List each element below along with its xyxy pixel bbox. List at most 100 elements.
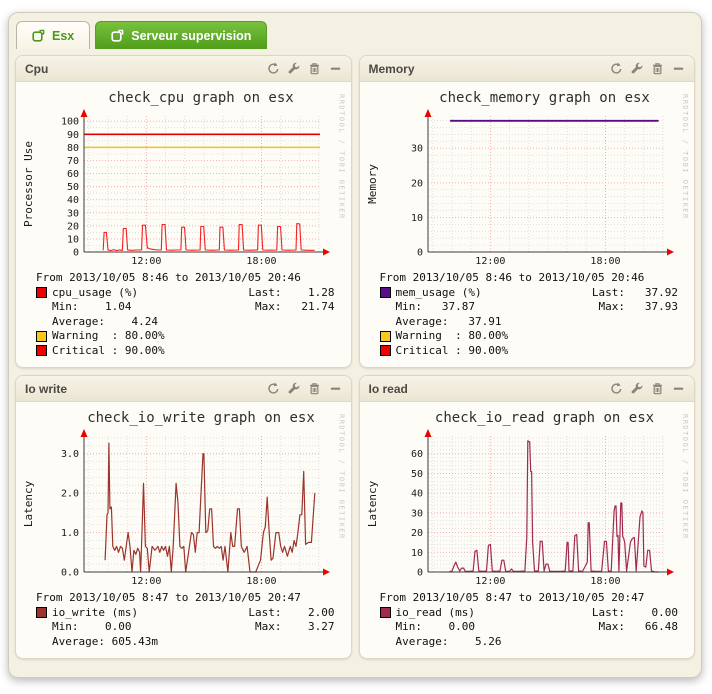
wrench-icon[interactable] (630, 382, 643, 395)
legend-row: Average: 605.43m (36, 635, 335, 650)
refresh-icon[interactable] (266, 382, 279, 395)
svg-text:20: 20 (410, 528, 422, 539)
tick-labels: 0 10 20 30 40 50 60 12:00 18:00 Latency (366, 449, 621, 587)
axes (80, 429, 330, 576)
svg-text:12:00: 12:00 (131, 576, 161, 587)
trash-icon[interactable] (308, 62, 321, 75)
graph-title: check_io_read graph on esx (434, 410, 655, 426)
rrdtool-watermark: RRDTOOL / TOBI OETIKER (337, 414, 346, 540)
svg-text:20: 20 (410, 178, 422, 189)
svg-text:90: 90 (67, 130, 79, 141)
legend-row: Min: 0.00 Max: 66.48 (380, 620, 679, 635)
legend-label: io_write (ms) (52, 605, 139, 619)
svg-text:20: 20 (67, 221, 79, 232)
legend-label: Warning : 80.00% (52, 329, 165, 342)
svg-text:70: 70 (67, 156, 79, 167)
legend-swatch (36, 287, 47, 299)
svg-text:50: 50 (67, 182, 79, 193)
legend-row: Average: 5.26 (380, 635, 679, 650)
legend-value: Last: 2.00 (248, 605, 335, 619)
svg-text:0.0: 0.0 (61, 568, 79, 579)
legend-label: Warning : 80.00% (395, 329, 509, 342)
panel-title: Memory (368, 61, 415, 76)
legend-row: Min: 1.04 Max: 21.74 (36, 300, 335, 315)
svg-text:50: 50 (410, 469, 422, 480)
wrench-icon[interactable] (287, 62, 300, 75)
rrd-graph-svg: 0.0 1.0 2.0 3.0 12:00 18:00 Latency (22, 429, 330, 587)
wrench-icon[interactable] (287, 382, 300, 395)
axes (424, 109, 674, 256)
panel-io-write: Io write check_io_write graph on esx RRD… (15, 375, 352, 659)
legend-value: Max: 21.74 (255, 300, 335, 313)
trash-icon[interactable] (308, 382, 321, 395)
svg-text:2.0: 2.0 (61, 489, 79, 500)
trash-icon[interactable] (651, 382, 664, 395)
legend-row: Min: 0.00 Max: 3.27 (36, 620, 335, 635)
panel-header: Memory (359, 56, 694, 82)
svg-text:18:00: 18:00 (246, 256, 276, 267)
refresh-icon[interactable] (609, 62, 622, 75)
legend-timerange: From 2013/10/05 8:46 to 2013/10/05 20:46 (36, 271, 301, 284)
svg-text:1.0: 1.0 (61, 528, 79, 539)
refresh-icon[interactable] (266, 62, 279, 75)
rrdtool-watermark: RRDTOOL / TOBI OETIKER (337, 94, 346, 220)
legend-value: Last: 0.00 (591, 605, 678, 619)
svg-text:18:00: 18:00 (246, 576, 276, 587)
tick-labels: 0.0 1.0 2.0 3.0 12:00 18:00 Latency (22, 449, 277, 587)
tab-label: Serveur supervision (131, 28, 252, 43)
panel-toolbar (266, 62, 342, 75)
legend-timerange: From 2013/10/05 8:46 to 2013/10/05 20:46 (379, 271, 645, 284)
wrench-icon[interactable] (630, 62, 643, 75)
legend-row: io_write (ms) Last: 2.00 (36, 606, 335, 621)
view-icon (32, 29, 45, 42)
collapse-icon[interactable] (672, 62, 685, 75)
graph-legend: From 2013/10/05 8:47 to 2013/10/05 20:47… (20, 588, 349, 658)
graph-legend: From 2013/10/05 8:47 to 2013/10/05 20:47… (364, 588, 693, 658)
series-line (448, 440, 659, 573)
rrd-graph-svg: 0 10 20 30 40 50 60 12:00 18:00 Latency (366, 429, 674, 587)
svg-text:30: 30 (410, 508, 422, 519)
grid-major (427, 436, 664, 572)
view-icon (111, 29, 124, 42)
rrdtool-watermark: RRDTOOL / TOBI OETIKER (681, 414, 689, 540)
legend-value: Last: 1.28 (248, 285, 335, 299)
graph-title: check_memory graph on esx (439, 90, 650, 106)
panel-header: Io write (16, 376, 351, 402)
legend-label: Min: 0.00 (52, 620, 132, 633)
rrd-graph-svg: 0 10 20 30 40 50 60 70 80 90 100 12:00 18:00 Processo… (22, 109, 330, 267)
svg-text:0: 0 (416, 568, 422, 579)
legend-label: Min: 37.87 (395, 300, 475, 313)
tab-esx[interactable]: Esx (16, 21, 91, 49)
tick-labels: 0 10 20 30 12:00 18:00 Memory (366, 144, 621, 267)
collapse-icon[interactable] (329, 62, 342, 75)
legend-label: Min: 0.00 (395, 620, 475, 633)
series-line (102, 223, 315, 252)
graph-legend: From 2013/10/05 8:46 to 2013/10/05 20:46… (364, 268, 693, 367)
legend-label: Critical : 90.00% (395, 343, 509, 357)
panel-title: Io write (25, 381, 68, 396)
panel-header: Cpu (16, 56, 351, 82)
legend-swatch (379, 345, 391, 357)
svg-text:18:00: 18:00 (590, 256, 620, 267)
legend-row: Average: 4.24 (36, 315, 335, 330)
legend-swatch (36, 607, 47, 619)
legend-swatch (379, 330, 391, 342)
tab-bar: Esx Serveur supervision (9, 13, 701, 49)
tab-serveur-supervision[interactable]: Serveur supervision (95, 21, 268, 49)
refresh-icon[interactable] (609, 382, 622, 395)
graph-io-write: check_io_write graph on esx RRDTOOL / TO… (16, 402, 351, 658)
svg-text:10: 10 (67, 234, 79, 245)
legend-row: Warning : 80.00% (379, 329, 679, 344)
collapse-icon[interactable] (329, 382, 342, 395)
series-line (104, 442, 316, 573)
legend-label: Min: 1.04 (52, 300, 132, 313)
collapse-icon[interactable] (672, 382, 685, 395)
y-axis-label: Processor Use (22, 141, 35, 227)
grid-minor (84, 436, 320, 572)
legend-label: cpu_usage (%) (52, 285, 139, 299)
graph-cpu: check_cpu graph on esx RRDTOOL / TOBI OE… (16, 82, 351, 367)
panel-cpu: Cpu check_cpu graph on esx RRDTOOL / TOB… (15, 55, 352, 368)
trash-icon[interactable] (651, 62, 664, 75)
svg-text:10: 10 (410, 213, 422, 224)
y-axis-label: Latency (366, 480, 379, 527)
